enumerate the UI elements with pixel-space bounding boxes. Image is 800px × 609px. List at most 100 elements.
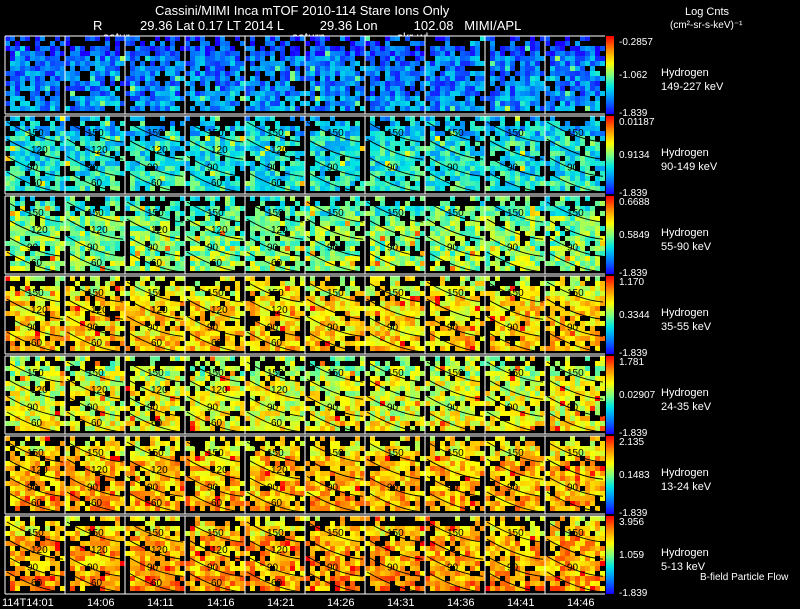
pixel bbox=[215, 336, 220, 341]
pixel bbox=[305, 41, 310, 46]
pixel bbox=[395, 61, 400, 66]
pixel bbox=[40, 221, 45, 226]
pixel bbox=[265, 221, 270, 226]
pixel bbox=[490, 151, 495, 156]
pixel bbox=[325, 126, 330, 131]
pixel bbox=[500, 186, 505, 191]
species-label: Hydrogen bbox=[661, 227, 709, 239]
pixel bbox=[75, 156, 80, 161]
pixel bbox=[40, 161, 45, 166]
pixel bbox=[255, 246, 260, 251]
pixel bbox=[135, 266, 140, 271]
pixel bbox=[95, 181, 100, 186]
pixel bbox=[570, 256, 575, 261]
pixel bbox=[125, 36, 130, 41]
pixel bbox=[115, 216, 120, 221]
pixel bbox=[70, 321, 75, 326]
pixel bbox=[215, 211, 220, 216]
pixel bbox=[530, 66, 535, 71]
pixel bbox=[300, 246, 305, 251]
pixel bbox=[5, 186, 10, 191]
pixel bbox=[500, 141, 505, 146]
pixel bbox=[265, 81, 270, 86]
contour-line bbox=[306, 218, 364, 240]
contour-line bbox=[486, 171, 544, 193]
pixel bbox=[450, 216, 455, 221]
pixel bbox=[395, 186, 400, 191]
pixel bbox=[20, 46, 25, 51]
pixel bbox=[570, 151, 575, 156]
pixel bbox=[90, 206, 95, 211]
pixel bbox=[60, 176, 65, 181]
pixel bbox=[20, 51, 25, 56]
pixel bbox=[535, 181, 540, 186]
pixel bbox=[70, 246, 75, 251]
pixel bbox=[100, 261, 105, 266]
pixel bbox=[40, 101, 45, 106]
pixel bbox=[55, 346, 60, 351]
contour-label: 120 bbox=[31, 305, 48, 316]
pixel bbox=[50, 141, 55, 146]
pixel bbox=[360, 76, 365, 81]
pixel bbox=[585, 206, 590, 211]
pixel bbox=[520, 181, 525, 186]
pixel bbox=[190, 141, 195, 146]
pixel bbox=[490, 116, 495, 121]
pixel bbox=[180, 156, 185, 161]
pixel bbox=[235, 66, 240, 71]
pixel bbox=[545, 161, 550, 166]
pixel bbox=[30, 221, 35, 226]
pixel bbox=[235, 76, 240, 81]
pixel bbox=[220, 186, 225, 191]
pixel bbox=[475, 161, 480, 166]
pixel bbox=[300, 221, 305, 226]
pixel bbox=[40, 336, 45, 341]
pixel bbox=[250, 171, 255, 176]
pixel bbox=[235, 101, 240, 106]
pixel bbox=[530, 51, 535, 56]
pixel bbox=[340, 251, 345, 256]
pixel bbox=[15, 276, 20, 281]
pixel bbox=[175, 286, 180, 291]
pixel bbox=[30, 151, 35, 156]
pixel bbox=[345, 136, 350, 141]
pixel bbox=[115, 321, 120, 326]
contour-label: 150 bbox=[387, 128, 404, 139]
pixel bbox=[95, 91, 100, 96]
pixel bbox=[595, 101, 600, 106]
pixel bbox=[595, 246, 600, 251]
pixel bbox=[300, 226, 305, 231]
pixel bbox=[260, 101, 265, 106]
pixel bbox=[490, 206, 495, 211]
pixel bbox=[565, 196, 570, 201]
pixel bbox=[230, 256, 235, 261]
pixel bbox=[20, 226, 25, 231]
pixel bbox=[320, 86, 325, 91]
pixel bbox=[320, 131, 325, 136]
pixel bbox=[45, 321, 50, 326]
colorbar-max: -0.2857 bbox=[619, 37, 653, 48]
pixel bbox=[395, 156, 400, 161]
pixel bbox=[30, 186, 35, 191]
pixel bbox=[470, 206, 475, 211]
pixel bbox=[215, 306, 220, 311]
pixel bbox=[185, 231, 190, 236]
pixel bbox=[295, 176, 300, 181]
contour-label: 90 bbox=[267, 162, 279, 173]
pixel bbox=[335, 241, 340, 246]
pixel bbox=[585, 151, 590, 156]
pixel bbox=[205, 186, 210, 191]
contour-line bbox=[546, 201, 604, 223]
pixel bbox=[260, 146, 265, 151]
pixel bbox=[160, 51, 165, 56]
pixel bbox=[20, 126, 25, 131]
pixel bbox=[175, 86, 180, 91]
pixel bbox=[130, 81, 135, 86]
pixel bbox=[130, 146, 135, 151]
pixel bbox=[130, 206, 135, 211]
pixel bbox=[410, 76, 415, 81]
pixel bbox=[130, 256, 135, 261]
pixel bbox=[265, 216, 270, 221]
pixel bbox=[20, 336, 25, 341]
pixel bbox=[480, 216, 485, 221]
